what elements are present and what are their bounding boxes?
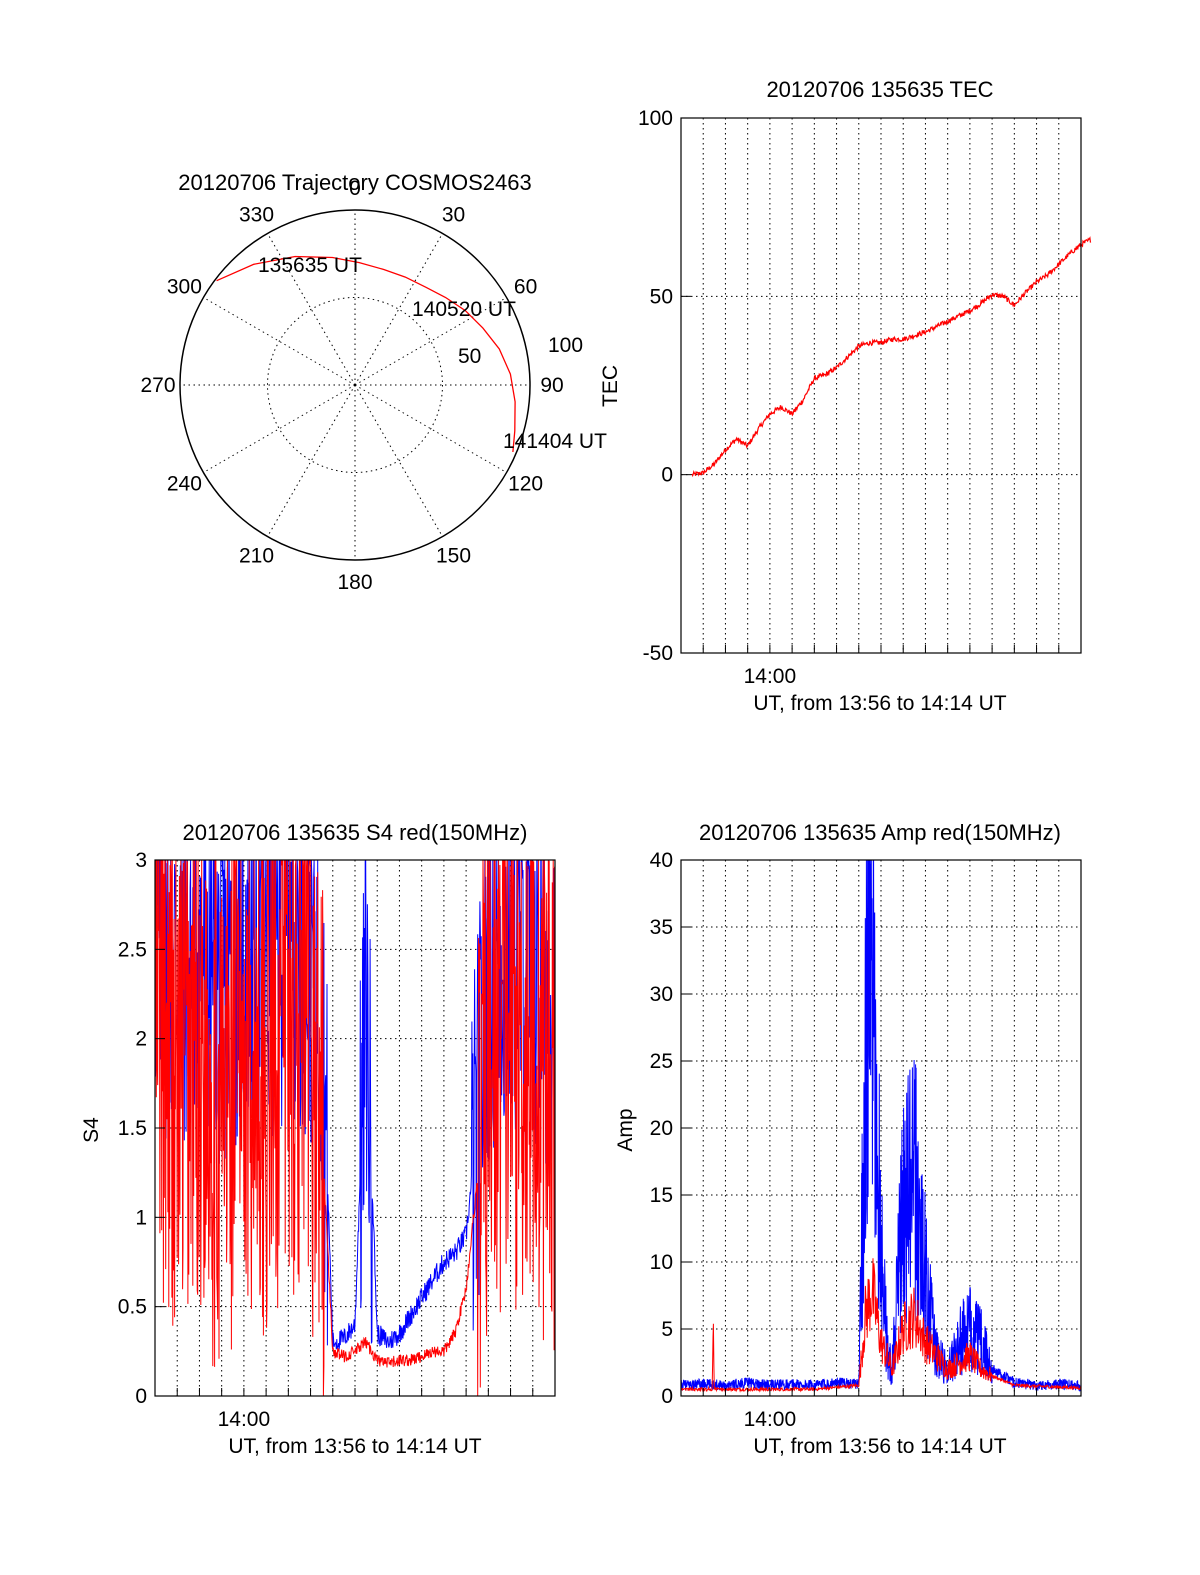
amp-chart: 20120706 135635 Amp red(150MHz) 0 5 10 15 20… <box>614 820 1082 1458</box>
amp-blue-line <box>680 859 1082 1393</box>
y-tick-label: 15 <box>650 1184 673 1207</box>
y-tick-label: 10 <box>650 1251 673 1274</box>
tec-y-axis-label: TEC <box>599 365 622 407</box>
radius-label-100: 100 <box>548 334 583 357</box>
polar-spoke <box>354 384 507 473</box>
y-tick-label: 1.5 <box>118 1117 147 1140</box>
y-tick-label: 0.5 <box>118 1296 147 1319</box>
y-tick-label: 2 <box>135 1028 147 1051</box>
amp-grid <box>681 860 1081 1396</box>
azimuth-label: 150 <box>436 545 471 568</box>
trajectory-end-label: 141404 UT <box>503 430 607 453</box>
amp-y-axis-label: Amp <box>614 1108 637 1151</box>
tec-title: 20120706 135635 TEC <box>766 77 993 102</box>
amp-x-axis-label: UT, from 13:56 to 14:14 UT <box>753 1435 1006 1458</box>
y-tick-label: 100 <box>638 107 673 130</box>
y-tick-label: 0 <box>135 1385 147 1408</box>
azimuth-label: 120 <box>508 473 543 496</box>
s4-chart: 20120706 135635 S4 red(150MHz) 0 0.5 1 1.5 2… <box>80 820 556 1458</box>
y-tick-label: 3 <box>135 849 147 872</box>
polar-spoke <box>203 384 356 473</box>
polar-grid <box>180 210 530 560</box>
tec-series <box>691 236 1092 478</box>
x-tick-label: 14:00 <box>218 1408 271 1431</box>
trajectory-polar-chart: 20120706 Trajectory COSMOS2463 0 30 60 90 12… <box>140 170 607 594</box>
tec-x-ticks: 14:00 <box>702 645 1060 688</box>
azimuth-label: 270 <box>140 374 175 397</box>
amp-title: 20120706 135635 Amp red(150MHz) <box>699 820 1061 845</box>
azimuth-labels: 0 30 60 90 120 150 180 210 240 270 300 330 <box>140 177 563 594</box>
azimuth-label: 330 <box>239 203 274 226</box>
y-tick-label: 35 <box>650 916 673 939</box>
y-tick-label: 0 <box>661 464 673 487</box>
polar-spoke <box>354 233 443 386</box>
polar-spoke <box>203 297 356 386</box>
azimuth-label: 90 <box>540 374 563 397</box>
polar-spoke <box>267 384 356 537</box>
azimuth-label: 180 <box>337 571 372 594</box>
y-tick-label: 20 <box>650 1117 673 1140</box>
y-tick-label: -50 <box>643 642 673 665</box>
y-tick-label: 2.5 <box>118 938 147 961</box>
trajectory-title: 20120706 Trajectory COSMOS2463 <box>178 170 531 195</box>
trajectory-start-label: 135635 UT <box>258 254 362 277</box>
s4-title: 20120706 135635 S4 red(150MHz) <box>183 820 528 845</box>
y-tick-label: 25 <box>650 1050 673 1073</box>
azimuth-label: 210 <box>239 545 274 568</box>
azimuth-label: 300 <box>167 276 202 299</box>
y-tick-label: 5 <box>661 1318 673 1341</box>
amp-x-ticks: 14:00 <box>702 1388 1060 1431</box>
radius-label-50: 50 <box>458 345 481 368</box>
azimuth-label: 0 <box>349 177 361 200</box>
x-tick-label: 14:00 <box>744 665 797 688</box>
s4-grid <box>155 860 555 1396</box>
tec-x-axis-label: UT, from 13:56 to 14:14 UT <box>753 692 1006 715</box>
trajectory-mid-label: 140520 UT <box>412 298 516 321</box>
azimuth-label: 30 <box>442 203 465 226</box>
y-tick-label: 50 <box>650 285 673 308</box>
amp-y-ticks: 0 5 10 15 20 25 30 35 40 <box>650 849 691 1408</box>
polar-spoke <box>354 384 443 537</box>
y-tick-label: 0 <box>661 1385 673 1408</box>
s4-x-axis-label: UT, from 13:56 to 14:14 UT <box>228 1435 481 1458</box>
azimuth-label: 240 <box>167 473 202 496</box>
s4-x-ticks: 14:00 <box>176 1388 534 1431</box>
s4-y-axis-label: S4 <box>80 1117 103 1143</box>
azimuth-label: 60 <box>514 276 537 299</box>
y-tick-label: 1 <box>135 1206 147 1229</box>
trajectory-line <box>216 255 516 453</box>
s4-y-ticks: 0 0.5 1 1.5 2 2.5 3 <box>118 849 165 1408</box>
tec-grid <box>681 118 1081 653</box>
x-tick-label: 14:00 <box>744 1408 797 1431</box>
y-tick-label: 30 <box>650 983 673 1006</box>
polar-outer-circle <box>179 209 531 561</box>
polar-spoke <box>354 297 507 386</box>
tec-y-ticks: -50 0 50 100 <box>638 107 691 665</box>
s4-red-line <box>154 859 556 1397</box>
tec-line <box>691 236 1092 478</box>
y-tick-label: 40 <box>650 849 673 872</box>
polar-grid-circle-50 <box>267 297 443 473</box>
